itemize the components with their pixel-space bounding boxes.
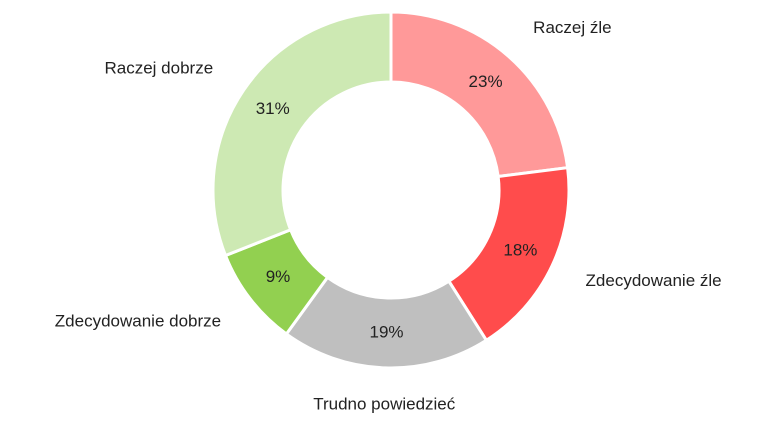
value-label: 18%: [503, 240, 537, 259]
category-label: Raczej źle: [533, 18, 611, 37]
category-label: Zdecydowanie dobrze: [55, 311, 221, 330]
donut-slice: [389, 10, 570, 179]
value-label: 31%: [256, 99, 290, 118]
category-label: Zdecydowanie źle: [586, 271, 722, 290]
category-label: Raczej dobrze: [105, 59, 214, 78]
donut-slice: [284, 275, 489, 370]
value-label: 9%: [266, 267, 291, 286]
category-label: Trudno powiedzieć: [313, 394, 456, 413]
value-label: 23%: [469, 72, 503, 91]
value-label: 19%: [369, 322, 403, 341]
donut-slice: [211, 10, 393, 258]
